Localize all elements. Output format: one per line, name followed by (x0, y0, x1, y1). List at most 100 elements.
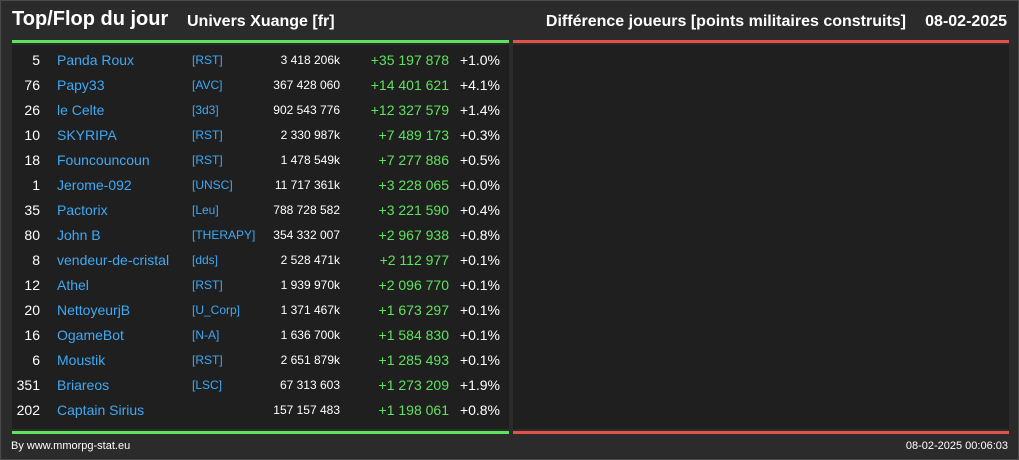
alliance-tag-link[interactable]: [U_Corp] (192, 303, 241, 317)
player-name-link[interactable]: John B (57, 227, 101, 243)
alliance-tag-link[interactable]: [LSC] (192, 378, 223, 392)
player-name-link[interactable]: Panda Roux (57, 52, 135, 68)
alliance-tag-link[interactable]: [RST] (192, 128, 223, 142)
points-difference: +12 327 579 (370, 102, 449, 118)
percent-change: +0.1% (459, 327, 500, 343)
player-name-link[interactable]: Pactorix (57, 202, 108, 218)
generated-timestamp: 08-02-2025 00:06:03 (905, 440, 1008, 452)
percent-change: +0.3% (459, 127, 500, 143)
percent-change: +0.8% (459, 227, 500, 243)
player-rank: 8 (32, 252, 40, 268)
alliance-tag-link[interactable]: [RST] (192, 53, 223, 67)
player-rank: 20 (24, 302, 40, 318)
table-row: 18 Founcouncoun [RST] 1 478 549k +7 277 886 +… (12, 148, 509, 173)
player-name-link[interactable]: Papy33 (57, 77, 105, 93)
player-points: 11 717 361k (274, 178, 340, 192)
table-row: 20 NettoyeurjB [U_Corp] 1 371 467k +1 673 29… (12, 298, 509, 323)
player-name-link[interactable]: SKYRIPA (57, 127, 117, 143)
table-row: 6 Moustik [RST] 2 651 879k +1 285 493 +0.1% (12, 348, 509, 373)
alliance-tag-link[interactable]: [RST] (192, 353, 223, 367)
universe-label: Univers Xuange [fr] (187, 13, 335, 30)
percent-change: +0.1% (459, 252, 500, 268)
alliance-tag-link[interactable]: [RST] (192, 278, 223, 292)
alliance-tag-link[interactable]: [3d3] (192, 103, 219, 117)
player-name-link[interactable]: Moustik (57, 352, 106, 368)
player-name-link[interactable]: le Celte (57, 102, 105, 118)
table-row: 80 John B [THERAPY] 354 332 007 +2 967 938 +0… (12, 223, 509, 248)
points-difference: +35 197 878 (370, 52, 449, 68)
player-points: 3 418 206k (280, 53, 340, 67)
player-name-link[interactable]: NettoyeurjB (57, 302, 131, 318)
top-gainers-panel: 5 Panda Roux [RST] 3 418 206k +35 197 878 +1.… (12, 45, 509, 429)
top-divider-upper (12, 40, 509, 43)
player-name-link[interactable]: Captain Sirius (57, 402, 145, 418)
player-rank: 80 (24, 227, 40, 243)
player-rank: 35 (24, 202, 40, 218)
points-difference: +1 584 830 (378, 327, 449, 343)
player-points: 902 543 776 (273, 103, 340, 117)
table-row: 10 SKYRIPA [RST] 2 330 987k +7 489 173 +0.3% (12, 123, 509, 148)
player-rank: 202 (16, 402, 40, 418)
alliance-tag-link[interactable]: [THERAPY] (192, 228, 256, 242)
points-difference: +2 096 770 (378, 277, 449, 293)
date-label: 08-02-2025 (925, 13, 1007, 30)
player-name-link[interactable]: Athel (57, 277, 89, 293)
table-row: 1 Jerome-092 [UNSC] 11 717 361k +3 228 065 +0… (12, 173, 509, 198)
percent-change: +0.4% (459, 202, 500, 218)
percent-change: +0.8% (459, 402, 500, 418)
player-points: 788 728 582 (273, 203, 340, 217)
player-rank: 1 (32, 177, 40, 193)
table-row: 5 Panda Roux [RST] 3 418 206k +35 197 878 +1.… (12, 48, 509, 73)
player-rank: 12 (24, 277, 40, 293)
table-row: 35 Pactorix [Leu] 788 728 582 +3 221 590 +0.4… (12, 198, 509, 223)
player-name-link[interactable]: OgameBot (57, 327, 124, 343)
player-points: 367 428 060 (273, 78, 340, 92)
table-row: 26 le Celte [3d3] 902 543 776 +12 327 579 +1.… (12, 98, 509, 123)
points-difference: +1 673 297 (378, 302, 449, 318)
alliance-tag-link[interactable]: [RST] (192, 153, 223, 167)
table-row: 202 Captain Sirius 157 157 483 +1 198 061 +0… (12, 398, 509, 423)
flop-divider-lower (513, 431, 1009, 434)
points-difference: +1 273 209 (378, 377, 449, 393)
player-name-link[interactable]: vendeur-de-cristal (57, 252, 170, 268)
player-points: 1 478 549k (280, 153, 340, 167)
player-rank: 351 (16, 377, 40, 393)
alliance-tag-link[interactable]: [N-A] (192, 328, 220, 342)
percent-change: +1.0% (459, 52, 500, 68)
percent-change: +0.0% (459, 177, 500, 193)
points-difference: +7 277 886 (378, 152, 449, 168)
player-points: 1 371 467k (280, 303, 340, 317)
points-difference: +2 967 938 (378, 227, 449, 243)
percent-change: +0.1% (459, 352, 500, 368)
player-rank: 76 (24, 77, 40, 93)
table-row: 8 vendeur-de-cristal [dds] 2 528 471k +2 112… (12, 248, 509, 273)
percent-change: +0.5% (459, 152, 500, 168)
alliance-tag-link[interactable]: [Leu] (192, 203, 219, 217)
points-difference: +3 221 590 (378, 202, 449, 218)
player-rank: 26 (24, 102, 40, 118)
points-difference: +1 198 061 (378, 402, 449, 418)
player-rank: 10 (24, 127, 40, 143)
player-points: 67 313 603 (279, 378, 340, 392)
points-difference: +3 228 065 (378, 177, 449, 193)
alliance-tag-link[interactable]: [AVC] (192, 78, 223, 92)
points-difference: +14 401 621 (370, 77, 449, 93)
player-points: 2 330 987k (280, 128, 340, 142)
percent-change: +1.4% (459, 102, 500, 118)
player-rank: 16 (24, 327, 40, 343)
page-title: Top/Flop du jour (12, 8, 169, 30)
player-points: 157 157 483 (273, 403, 340, 417)
player-name-link[interactable]: Briareos (57, 377, 110, 393)
table-row: 12 Athel [RST] 1 939 970k +2 096 770 +0.1% (12, 273, 509, 298)
player-name-link[interactable]: Jerome-092 (57, 177, 132, 193)
player-points: 354 332 007 (273, 228, 340, 242)
flop-losers-panel (513, 45, 1009, 429)
player-points: 1 636 700k (280, 328, 340, 342)
alliance-tag-link[interactable]: [dds] (192, 253, 219, 267)
player-name-link[interactable]: Founcouncoun (57, 152, 150, 168)
flop-divider-upper (513, 40, 1009, 43)
top-divider-lower (12, 431, 509, 434)
table-row: 76 Papy33 [AVC] 367 428 060 +14 401 621 +4.1% (12, 73, 509, 98)
player-rank: 6 (32, 352, 40, 368)
alliance-tag-link[interactable]: [UNSC] (192, 178, 233, 192)
